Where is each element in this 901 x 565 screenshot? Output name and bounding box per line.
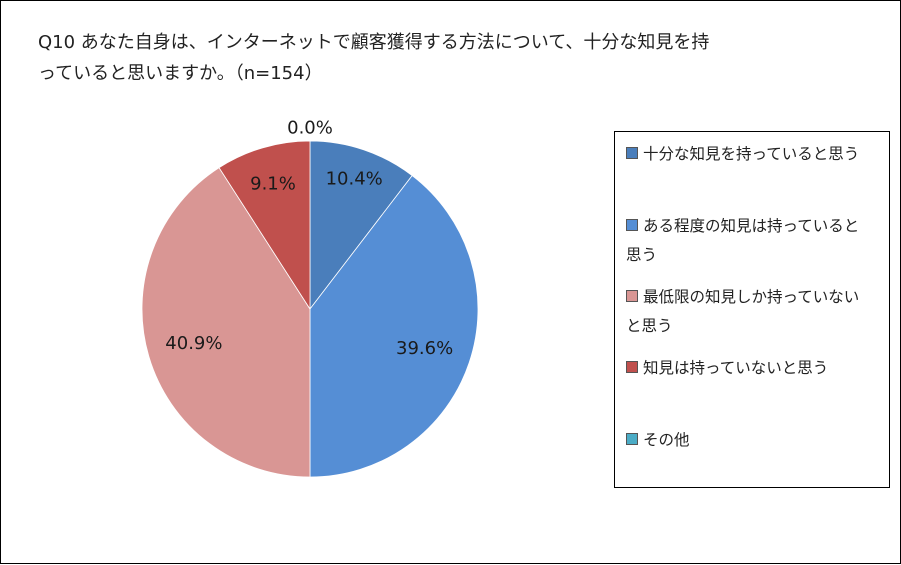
pie-slice-sufficient — [309, 140, 413, 311]
legend-label-minimal: 最低限の知見しか持っていない と思う — [626, 288, 860, 335]
legend-swatch-somewhat — [626, 219, 638, 231]
legend-item-other: その他 — [626, 426, 886, 455]
legend-item-minimal: 最低限の知見しか持っていない と思う — [626, 283, 886, 341]
data-label-somewhat: 39.6% — [396, 338, 453, 359]
legend-item-none: 知見は持っていないと思う — [626, 354, 886, 383]
legend-label-somewhat: ある程度の知見は持っていると 思う — [626, 217, 860, 264]
data-label-none: 9.1% — [250, 173, 296, 194]
legend-swatch-minimal — [626, 290, 638, 302]
data-label-minimal: 40.9% — [165, 333, 222, 354]
chart-title: Q10 あなた自身は、インターネットで顧客獲得する方法について、十分な知見を持 … — [38, 32, 710, 84]
legend-label-none: 知見は持っていないと思う — [643, 359, 829, 377]
legend-item-sufficient: 十分な知見を持っていると思う — [626, 140, 886, 169]
legend-label-sufficient: 十分な知見を持っていると思う — [643, 145, 860, 163]
legend-item-somewhat: ある程度の知見は持っていると 思う — [626, 212, 886, 270]
legend-label-other: その他 — [643, 431, 690, 449]
legend-swatch-other — [626, 433, 638, 445]
legend-swatch-none — [626, 361, 638, 373]
pie-slice-minimal — [141, 167, 311, 478]
data-label-other: 0.0% — [287, 118, 333, 139]
data-label-sufficient: 10.4% — [326, 169, 383, 190]
legend: 十分な知見を持っていると思う ある程度の知見は持っていると 思う 最低限の知見し… — [614, 131, 890, 488]
legend-swatch-sufficient — [626, 147, 638, 159]
pie-slice-somewhat — [309, 175, 479, 478]
pie-slice-none — [218, 140, 311, 311]
